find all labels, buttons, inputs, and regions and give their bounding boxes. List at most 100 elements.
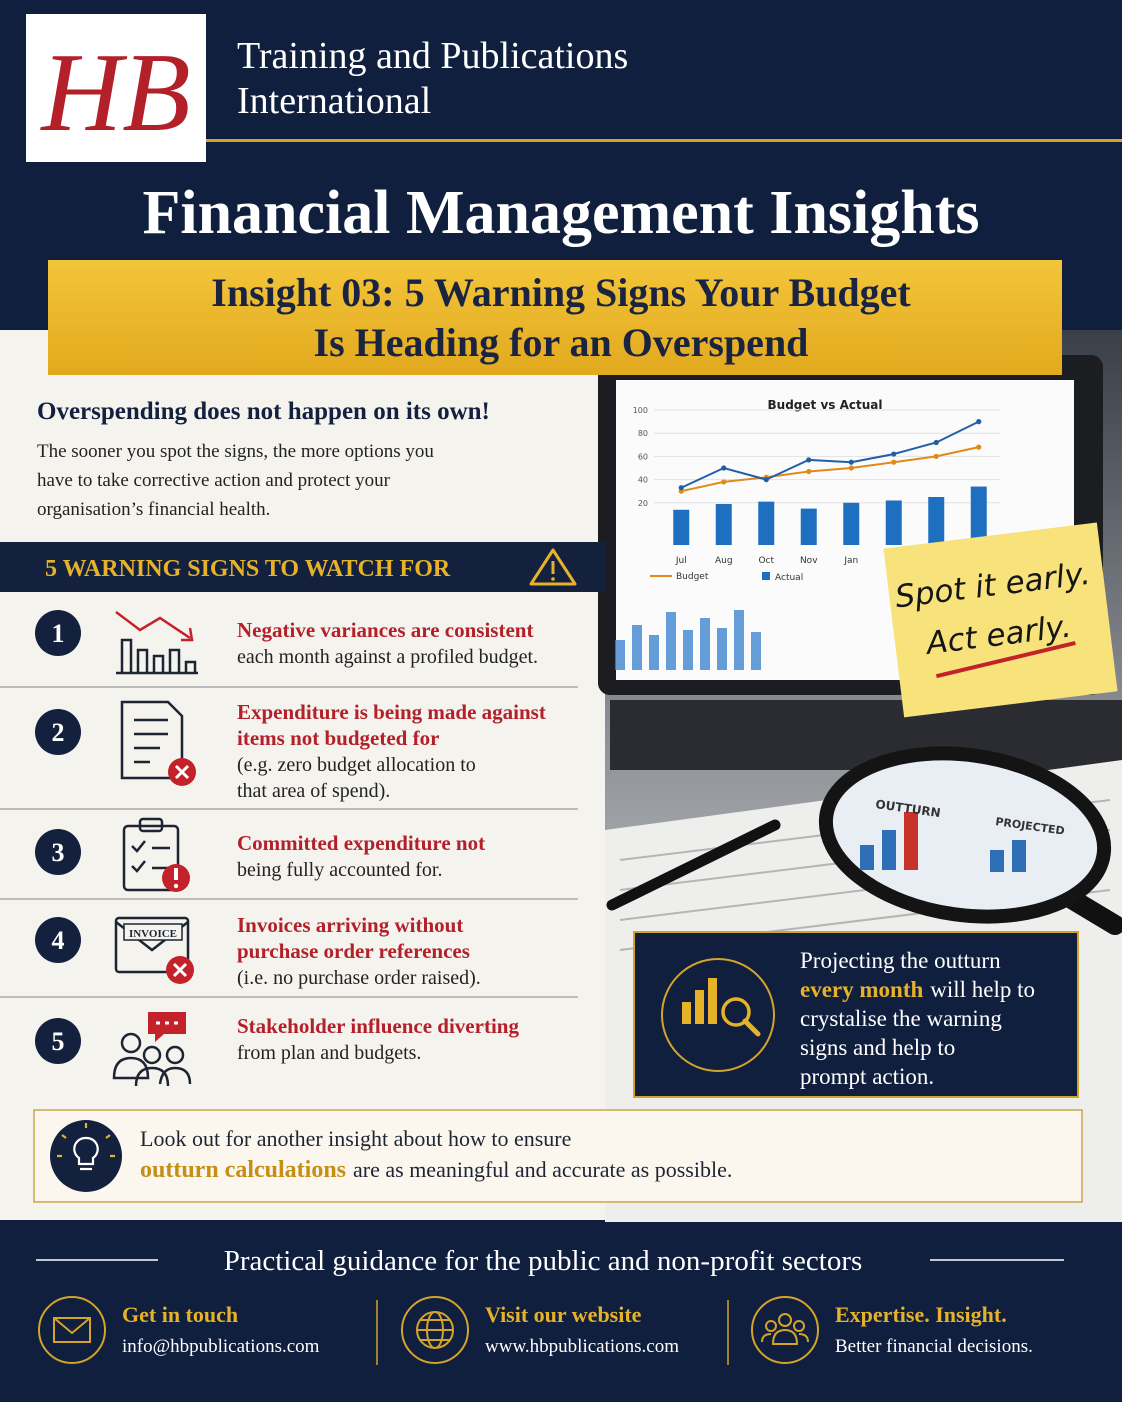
item-title: Stakeholder influence diverting [237, 1014, 519, 1038]
item-badges [148, 758, 196, 1042]
warnings-band [0, 542, 605, 592]
screen-tick-label: 100 [633, 406, 648, 415]
screen-point [721, 465, 727, 471]
screen-point [806, 457, 812, 463]
insight-box [33, 1109, 1083, 1203]
screen-bar [673, 509, 690, 545]
invoice-label: INVOICE [129, 928, 177, 940]
bulb-icon [57, 1123, 115, 1158]
item-title: Invoices arriving without [237, 913, 463, 937]
screen-bar [928, 497, 945, 545]
screen-point [678, 485, 684, 491]
contact-title: Visit our website [485, 1302, 642, 1327]
tagline: Practical guidance for the public and no… [224, 1245, 863, 1277]
number-badge [35, 610, 81, 656]
item-title: Expenditure is being made against [237, 700, 546, 724]
screen-point [763, 477, 769, 483]
lens-bar [860, 845, 874, 870]
screen-category: Jul [675, 556, 687, 566]
intro-text: have to take corrective action and prote… [37, 470, 391, 491]
screen-tick-label: 60 [638, 452, 648, 461]
keyboard [610, 700, 1122, 770]
number-badge [35, 709, 81, 755]
item-text: that area of spend). [237, 780, 390, 802]
screen-category: Jan [843, 556, 858, 566]
warning-icon [551, 577, 555, 581]
intro-text: organisation’s financial health. [37, 499, 270, 520]
screen-bar [843, 502, 860, 545]
screen-point [933, 453, 939, 459]
item-title: Negative variances are consistent [237, 618, 533, 642]
callout-icon [742, 1018, 761, 1037]
warning-icon [529, 548, 577, 586]
note-underline [935, 641, 1076, 679]
warnings-heading: 5 WARNING SIGNS TO WATCH FOR [45, 556, 451, 582]
screen-category: Aug [715, 556, 733, 566]
screen-tick-label: 20 [638, 499, 648, 508]
number-badge [35, 1018, 81, 1064]
intro-heading: Overspending does not happen on its own! [37, 398, 490, 425]
org-name: International [237, 80, 431, 122]
pen [606, 819, 781, 911]
footer-icons [38, 1296, 819, 1364]
lens-bar [990, 850, 1004, 872]
screen-tick-label: 80 [638, 429, 648, 438]
screen-bar [758, 501, 775, 545]
footer-bg [0, 1222, 1122, 1402]
item-title: purchase order references [237, 939, 470, 963]
legend-label: Actual [775, 573, 803, 583]
callout-icon [721, 997, 751, 1027]
contact-title: Expertise. Insight. [835, 1302, 1007, 1327]
screen-point [848, 459, 854, 465]
intro-text: The sooner you spot the signs, the more … [37, 441, 434, 462]
screen-point [891, 459, 897, 465]
separators [0, 686, 578, 998]
screen-line [680, 420, 980, 489]
screen-point [976, 419, 982, 425]
item-title: items not budgeted for [237, 726, 439, 750]
logo-box [26, 14, 206, 162]
sticky-note: Spot it early. Act early. [883, 522, 1118, 718]
insight-text: are as meaningful and accurate as possib… [353, 1157, 732, 1182]
screen-bar [715, 503, 732, 545]
lens-bar [1012, 840, 1026, 872]
invoice-tag [123, 923, 183, 941]
contact-text: www.hbpublications.com [485, 1336, 679, 1357]
screen-bar [800, 508, 817, 545]
item-icons [112, 611, 198, 1087]
callout-text: prompt action. [800, 1064, 934, 1089]
insight-text: outturn calculations are as meaningful an… [140, 1157, 732, 1183]
callout-text: will help to [930, 977, 1035, 1002]
item-number: 4 [52, 926, 65, 955]
callout-text: crystalise the warning [800, 1006, 1002, 1031]
screen-point [976, 444, 982, 450]
insight-text: Look out for another insight about how t… [140, 1126, 571, 1151]
callout-text: every month will help to [800, 977, 1035, 1002]
bulb-icon [50, 1120, 122, 1192]
screen-point [721, 479, 727, 485]
warning-items: 1 Negative variances are consistent each m… [35, 610, 546, 1064]
magnifier [818, 746, 1112, 924]
contact-title: Get in touch [122, 1302, 238, 1327]
screen-category: Oct [758, 556, 774, 566]
subtitle-banner [48, 260, 1062, 375]
bulb-icon [73, 1136, 99, 1171]
contact-text: info@hbpublications.com [122, 1336, 320, 1357]
item-text: each month against a profiled budget. [237, 646, 538, 668]
callout-text: Projecting the outturn [800, 948, 1001, 973]
screen-chart-title: Budget vs Actual [768, 398, 883, 412]
item-text: (e.g. zero budget allocation to [237, 754, 476, 776]
screen-point [848, 465, 854, 471]
item-number: 2 [52, 718, 65, 747]
item-title: Committed expenditure not [237, 831, 485, 855]
legend-label: Budget [676, 572, 709, 582]
callout-icon [661, 958, 775, 1072]
insight-highlight: outturn calculations [140, 1157, 346, 1183]
screen-bar [885, 500, 902, 545]
contacts: Get in touch info@hbpublications.com Visit… [122, 1302, 1033, 1357]
lens-bar [904, 812, 918, 870]
number-badge [35, 917, 81, 963]
item-text: (i.e. no purchase order raised). [237, 967, 481, 989]
